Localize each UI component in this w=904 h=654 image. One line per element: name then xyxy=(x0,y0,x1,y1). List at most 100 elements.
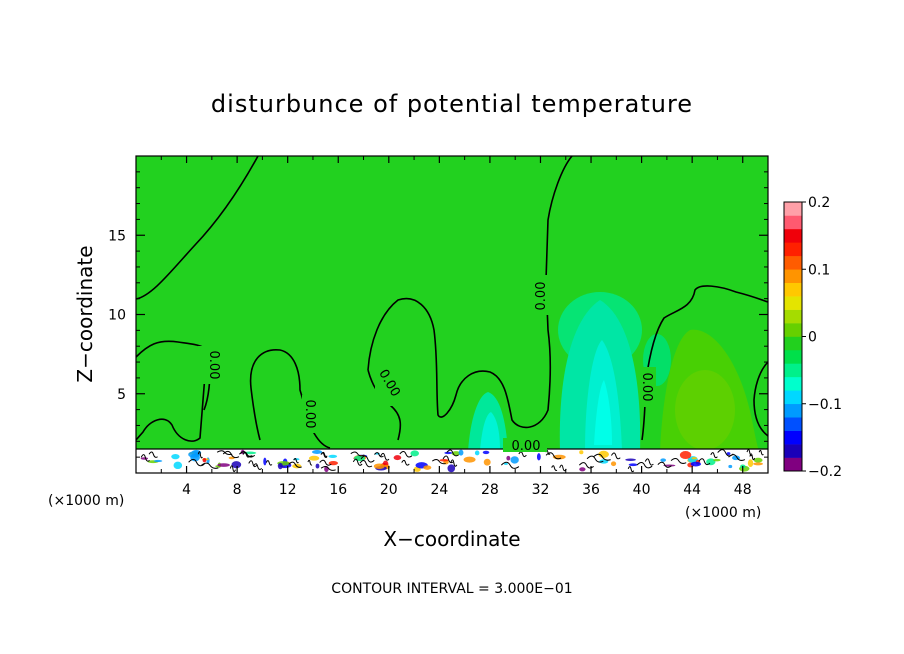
plot-area: 0.00 0.00 0.00 0.00 0.00 0.00 xyxy=(136,156,768,473)
boundary-layer-patch xyxy=(153,459,163,462)
boundary-layer-contour xyxy=(610,452,621,460)
boundary-layer-contour xyxy=(216,450,233,456)
x-tick-label-9: 40 xyxy=(633,482,651,498)
colorbar-swatch-7 xyxy=(784,363,802,378)
boundary-layer-patch xyxy=(202,457,207,463)
boundary-layer-contour xyxy=(360,455,375,463)
x-tick-label-2: 12 xyxy=(279,482,297,498)
boundary-layer-patch xyxy=(483,458,491,466)
cool-plume-east xyxy=(558,292,671,452)
boundary-layer-patch xyxy=(536,453,541,461)
boundary-layer-contour xyxy=(644,458,654,466)
colorbar-swatch-2 xyxy=(784,430,802,445)
chart-title: disturbunce of potential temperature xyxy=(211,90,693,118)
colorbar-swatch-18 xyxy=(784,215,802,230)
colorbar-tick-label-4: −0.2 xyxy=(808,464,842,480)
y-tick-label-0: 5 xyxy=(117,387,126,403)
boundary-layer-contour xyxy=(229,465,236,473)
colorbar-swatch-16 xyxy=(784,242,802,257)
boundary-layer-contour xyxy=(374,452,384,458)
colorbar-tick-label-0: 0.2 xyxy=(808,195,830,211)
boundary-layer-patch xyxy=(173,461,183,470)
boundary-layer-patch xyxy=(277,462,283,470)
boundary-layer-patch xyxy=(315,463,320,469)
contour-upper-left xyxy=(136,156,259,300)
x-unit-left: (×1000 m) xyxy=(48,493,124,509)
boundary-layer-contour xyxy=(307,459,313,466)
x-tick-label-10: 44 xyxy=(683,482,701,498)
boundary-layer-contour xyxy=(288,461,302,468)
turbulent-boundary-layer xyxy=(136,448,768,473)
boundary-layer-contour xyxy=(717,449,734,457)
colorbar-swatch-19 xyxy=(784,202,802,216)
contour-label-6: 0.00 xyxy=(512,439,541,454)
boundary-layer-contour xyxy=(401,459,410,466)
x-tick-label-5: 24 xyxy=(430,482,448,498)
boundary-layer-contour xyxy=(253,463,263,470)
boundary-layer-patch xyxy=(328,454,338,459)
y-tick-label-2: 15 xyxy=(108,228,126,244)
zero-contours xyxy=(136,156,768,449)
boundary-layer-contour xyxy=(551,465,558,471)
boundary-layer-patch xyxy=(726,452,731,456)
y-axis-title: Z−coordinate xyxy=(73,245,97,382)
boundary-layer-patch xyxy=(263,457,267,466)
boundary-layer-contour xyxy=(293,458,299,464)
boundary-layer-contour xyxy=(593,453,611,461)
boundary-layer-patch xyxy=(373,463,385,469)
boundary-layer-contour xyxy=(500,461,520,469)
boundary-layer-contour xyxy=(749,453,756,461)
boundary-layer-patch xyxy=(660,458,667,462)
boundary-layer-patch xyxy=(628,463,638,467)
boundary-layer-contour xyxy=(238,451,256,458)
boundary-layer-patch xyxy=(308,455,320,461)
boundary-layer-patch xyxy=(410,450,419,457)
boundary-layer-patch xyxy=(691,457,698,460)
boundary-layer-patch xyxy=(663,464,676,467)
contour-lobe-20 xyxy=(367,156,573,429)
x-tick-label-8: 36 xyxy=(582,482,600,498)
boundary-layer-patch xyxy=(439,458,449,462)
colorbar-swatch-14 xyxy=(784,269,802,283)
x-tick-label-0: 4 xyxy=(182,482,191,498)
boundary-layer-contour xyxy=(320,466,336,471)
boundary-layer-patch xyxy=(728,464,733,469)
colorbar-swatch-13 xyxy=(784,282,802,297)
boundary-layer-contour xyxy=(352,458,363,466)
boundary-layer-patch xyxy=(625,458,636,461)
boundary-layer-patch xyxy=(458,449,464,456)
boundary-layer-patch xyxy=(598,450,609,458)
boundary-layer-contour xyxy=(399,451,413,458)
colorbar-swatch-11 xyxy=(784,309,802,324)
colorbar-swatch-8 xyxy=(784,349,802,364)
x-tick-label-11: 48 xyxy=(734,482,752,498)
boundary-layer-contour xyxy=(197,451,203,459)
colorbar-swatch-9 xyxy=(784,336,802,351)
colorbar-swatch-1 xyxy=(784,444,802,458)
colorbar-tick-label-3: −0.1 xyxy=(808,397,842,413)
boundary-layer-contour xyxy=(350,451,365,457)
boundary-layer-contour xyxy=(380,452,390,461)
boundary-layer-contour xyxy=(586,455,604,463)
boundary-layer-contour xyxy=(320,452,328,458)
boundary-layer-patch xyxy=(140,457,149,460)
contour-label-1: 0.00 xyxy=(206,351,221,380)
x-tick-label-7: 32 xyxy=(532,482,550,498)
boundary-layer-contour xyxy=(442,455,454,464)
boundary-layer-contour xyxy=(670,457,687,464)
colorbar-swatch-0 xyxy=(784,457,802,472)
boundary-layer-contour xyxy=(140,454,150,462)
colorbar: 0.2 0.1 0 −0.1 −0.2 xyxy=(783,195,842,480)
boundary-layer-patch xyxy=(311,450,323,454)
boundary-layer-patch xyxy=(506,455,511,461)
boundary-layer-contour xyxy=(450,459,458,467)
x-unit-right: (×1000 m) xyxy=(685,505,761,521)
boundary-layer-patch xyxy=(747,459,754,468)
boundary-layer-patch xyxy=(753,457,763,463)
y-tick-label-1: 10 xyxy=(108,308,126,324)
boundary-layer-contour xyxy=(431,458,446,465)
colorbar-swatch-3 xyxy=(784,417,802,431)
boundary-layer-patch xyxy=(474,450,480,456)
colorbar-swatch-4 xyxy=(784,403,802,418)
